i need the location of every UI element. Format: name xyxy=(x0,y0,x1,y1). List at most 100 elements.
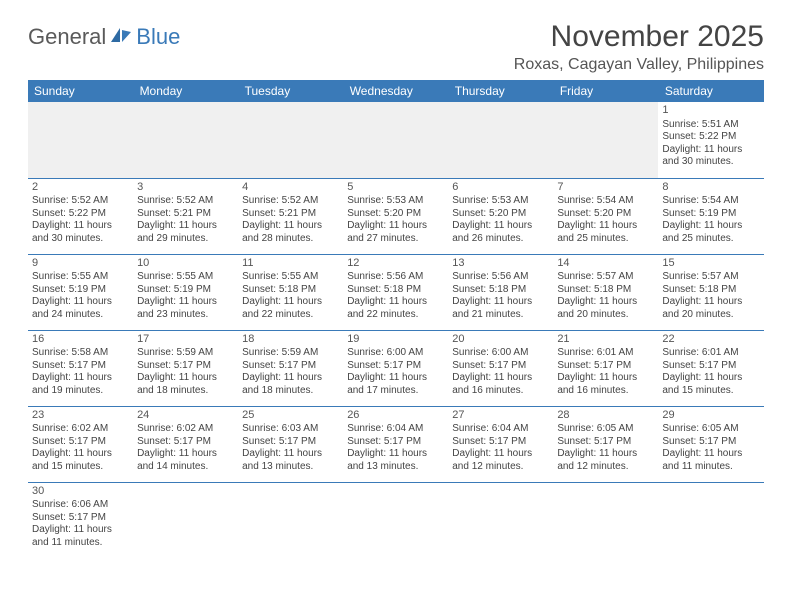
day-header: Friday xyxy=(553,80,658,102)
calendar-cell: 9Sunrise: 5:55 AMSunset: 5:19 PMDaylight… xyxy=(28,254,133,330)
day-info-line: Daylight: 11 hours xyxy=(662,144,759,157)
calendar-cell xyxy=(238,482,343,558)
calendar-cell: 28Sunrise: 6:05 AMSunset: 5:17 PMDayligh… xyxy=(553,406,658,482)
day-info-line: Daylight: 11 hours xyxy=(557,372,654,385)
day-number: 17 xyxy=(137,333,234,347)
title-block: November 2025 Roxas, Cagayan Valley, Phi… xyxy=(514,20,764,74)
day-header: Tuesday xyxy=(238,80,343,102)
day-info-line: and 18 minutes. xyxy=(242,385,339,398)
day-number: 15 xyxy=(662,257,759,271)
day-info-line: Daylight: 11 hours xyxy=(557,448,654,461)
day-number: 29 xyxy=(662,409,759,423)
day-number: 2 xyxy=(32,181,129,195)
day-info-line: and 20 minutes. xyxy=(557,309,654,322)
day-info-line: Sunset: 5:18 PM xyxy=(662,284,759,297)
day-number: 23 xyxy=(32,409,129,423)
calendar-cell xyxy=(553,102,658,178)
day-info-line: Sunset: 5:22 PM xyxy=(662,131,759,144)
day-info-line: Sunset: 5:19 PM xyxy=(137,284,234,297)
day-info-line: Sunset: 5:17 PM xyxy=(557,360,654,373)
day-number: 24 xyxy=(137,409,234,423)
day-number: 4 xyxy=(242,181,339,195)
calendar-cell: 6Sunrise: 5:53 AMSunset: 5:20 PMDaylight… xyxy=(448,178,553,254)
logo: General Blue xyxy=(28,20,180,50)
day-number: 8 xyxy=(662,181,759,195)
day-info-line: Sunrise: 5:59 AM xyxy=(137,347,234,360)
calendar-cell: 5Sunrise: 5:53 AMSunset: 5:20 PMDaylight… xyxy=(343,178,448,254)
day-info-line: Sunrise: 6:04 AM xyxy=(452,423,549,436)
day-info-line: Sunset: 5:17 PM xyxy=(452,436,549,449)
day-info-line: Sunrise: 5:57 AM xyxy=(557,271,654,284)
calendar-cell: 17Sunrise: 5:59 AMSunset: 5:17 PMDayligh… xyxy=(133,330,238,406)
day-info-line: Sunset: 5:17 PM xyxy=(32,360,129,373)
day-info-line: Sunrise: 5:52 AM xyxy=(32,195,129,208)
day-info-line: Daylight: 11 hours xyxy=(452,296,549,309)
day-info-line: Daylight: 11 hours xyxy=(557,220,654,233)
day-number: 21 xyxy=(557,333,654,347)
day-info-line: Sunrise: 6:02 AM xyxy=(137,423,234,436)
day-info-line: Sunset: 5:19 PM xyxy=(662,208,759,221)
day-info-line: Sunrise: 5:53 AM xyxy=(452,195,549,208)
day-number: 16 xyxy=(32,333,129,347)
day-header: Monday xyxy=(133,80,238,102)
day-number: 1 xyxy=(662,104,759,118)
day-header-row: Sunday Monday Tuesday Wednesday Thursday… xyxy=(28,80,764,102)
calendar-row: 2Sunrise: 5:52 AMSunset: 5:22 PMDaylight… xyxy=(28,178,764,254)
day-info-line: Sunrise: 6:00 AM xyxy=(347,347,444,360)
day-info-line: Daylight: 11 hours xyxy=(32,220,129,233)
day-info-line: Daylight: 11 hours xyxy=(557,296,654,309)
day-number: 30 xyxy=(32,485,129,499)
day-info-line: and 22 minutes. xyxy=(347,309,444,322)
day-number: 26 xyxy=(347,409,444,423)
day-info-line: and 25 minutes. xyxy=(662,233,759,246)
day-info-line: Daylight: 11 hours xyxy=(242,372,339,385)
calendar-cell xyxy=(658,482,763,558)
day-info-line: Sunset: 5:17 PM xyxy=(242,436,339,449)
calendar-cell xyxy=(448,102,553,178)
calendar-cell: 27Sunrise: 6:04 AMSunset: 5:17 PMDayligh… xyxy=(448,406,553,482)
day-info-line: Sunrise: 6:05 AM xyxy=(557,423,654,436)
calendar-row: 9Sunrise: 5:55 AMSunset: 5:19 PMDaylight… xyxy=(28,254,764,330)
day-info-line: Sunrise: 6:04 AM xyxy=(347,423,444,436)
day-number: 11 xyxy=(242,257,339,271)
day-info-line: Sunset: 5:17 PM xyxy=(32,512,129,525)
calendar-cell: 14Sunrise: 5:57 AMSunset: 5:18 PMDayligh… xyxy=(553,254,658,330)
day-info-line: Daylight: 11 hours xyxy=(242,296,339,309)
calendar-row: 30Sunrise: 6:06 AMSunset: 5:17 PMDayligh… xyxy=(28,482,764,558)
day-info-line: and 13 minutes. xyxy=(242,461,339,474)
calendar-cell: 10Sunrise: 5:55 AMSunset: 5:19 PMDayligh… xyxy=(133,254,238,330)
day-info-line: Daylight: 11 hours xyxy=(32,448,129,461)
day-info-line: Sunrise: 6:01 AM xyxy=(557,347,654,360)
calendar-cell: 11Sunrise: 5:55 AMSunset: 5:18 PMDayligh… xyxy=(238,254,343,330)
day-info-line: Sunset: 5:18 PM xyxy=(347,284,444,297)
day-info-line: Sunset: 5:17 PM xyxy=(32,436,129,449)
day-info-line: Sunrise: 5:55 AM xyxy=(32,271,129,284)
day-info-line: Sunrise: 5:54 AM xyxy=(557,195,654,208)
day-info-line: Sunrise: 6:00 AM xyxy=(452,347,549,360)
day-info-line: and 26 minutes. xyxy=(452,233,549,246)
day-number: 28 xyxy=(557,409,654,423)
day-info-line: Daylight: 11 hours xyxy=(242,448,339,461)
day-info-line: and 17 minutes. xyxy=(347,385,444,398)
day-info-line: Sunrise: 6:01 AM xyxy=(662,347,759,360)
day-info-line: and 11 minutes. xyxy=(32,537,129,550)
day-info-line: Sunset: 5:17 PM xyxy=(242,360,339,373)
day-info-line: Sunrise: 5:58 AM xyxy=(32,347,129,360)
calendar-cell xyxy=(28,102,133,178)
day-header: Wednesday xyxy=(343,80,448,102)
day-info-line: Sunset: 5:17 PM xyxy=(347,360,444,373)
day-info-line: Sunset: 5:20 PM xyxy=(557,208,654,221)
day-info-line: Sunset: 5:17 PM xyxy=(137,436,234,449)
day-number: 18 xyxy=(242,333,339,347)
calendar-cell: 29Sunrise: 6:05 AMSunset: 5:17 PMDayligh… xyxy=(658,406,763,482)
day-info-line: Daylight: 11 hours xyxy=(242,220,339,233)
day-info-line: and 15 minutes. xyxy=(662,385,759,398)
day-info-line: Sunrise: 5:54 AM xyxy=(662,195,759,208)
day-info-line: and 27 minutes. xyxy=(347,233,444,246)
day-info-line: Daylight: 11 hours xyxy=(347,220,444,233)
calendar-cell: 2Sunrise: 5:52 AMSunset: 5:22 PMDaylight… xyxy=(28,178,133,254)
day-number: 20 xyxy=(452,333,549,347)
day-info-line: Daylight: 11 hours xyxy=(662,372,759,385)
calendar-cell: 21Sunrise: 6:01 AMSunset: 5:17 PMDayligh… xyxy=(553,330,658,406)
logo-text-blue: Blue xyxy=(136,24,180,50)
